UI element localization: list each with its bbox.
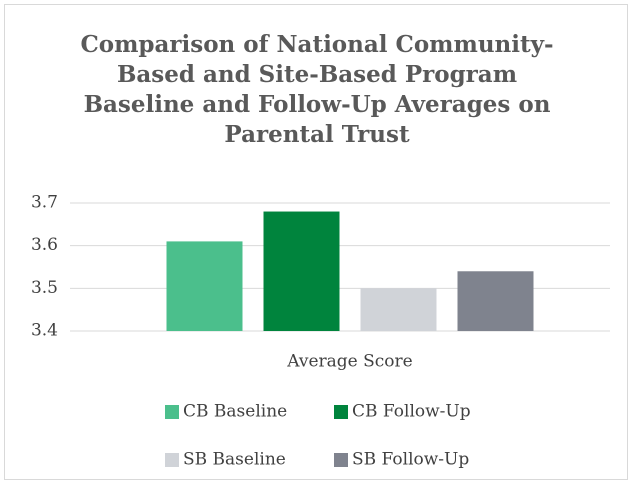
legend-swatch <box>334 405 348 419</box>
x-tick-label: Average Score <box>286 352 412 372</box>
legend-label: SB Baseline <box>183 450 286 470</box>
chart-title: Comparison of National Community-Based a… <box>80 31 554 148</box>
legend-label: CB Baseline <box>183 402 287 422</box>
legend-label: CB Follow-Up <box>352 402 471 422</box>
y-tick-label: 3.4 <box>31 321 58 341</box>
y-tick-label: 3.6 <box>31 235 58 255</box>
bar <box>263 211 340 331</box>
chart-frame <box>4 4 628 480</box>
legend-swatch <box>165 453 179 467</box>
legend-label: SB Follow-Up <box>352 450 469 470</box>
bar <box>457 271 534 331</box>
y-tick-label: 3.7 <box>31 193 58 213</box>
legend-swatch <box>334 453 348 467</box>
y-tick-label: 3.5 <box>31 278 58 298</box>
bar <box>166 241 243 331</box>
bar <box>360 288 437 331</box>
legend-swatch <box>165 405 179 419</box>
